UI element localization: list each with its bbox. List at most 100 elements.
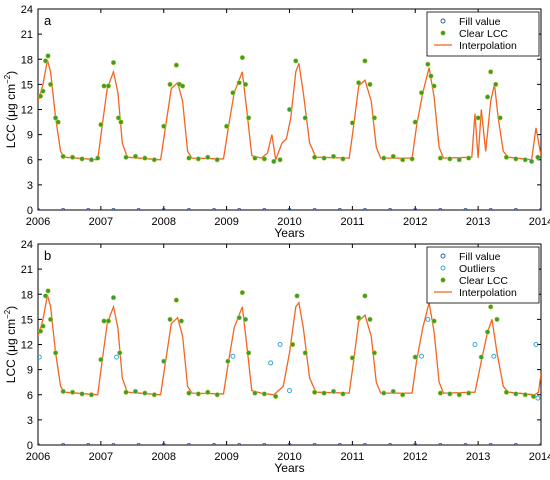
clear-lcc-point	[340, 391, 346, 397]
clear-lcc-point	[101, 318, 107, 324]
clear-lcc-point	[418, 90, 425, 96]
clear-lcc-point	[239, 54, 245, 61]
fill-value-point	[463, 208, 468, 210]
clear-lcc-point	[53, 115, 59, 121]
clear-lcc-point	[497, 115, 503, 121]
clear-lcc-point	[205, 154, 211, 160]
fill-value-point	[212, 208, 217, 210]
y-tick-label: 0	[27, 205, 33, 217]
clear-lcc-point	[503, 154, 510, 160]
clear-lcc-point	[40, 323, 46, 329]
legend-key-fill-value	[440, 18, 446, 24]
y-axis-label-close: )	[4, 306, 18, 310]
clear-lcc-point	[45, 53, 51, 59]
clear-lcc-point	[195, 156, 201, 162]
x-tick-label: 2006	[26, 451, 50, 463]
clear-lcc-point	[178, 318, 184, 324]
clear-lcc-point	[290, 341, 296, 348]
clear-lcc-point	[330, 153, 337, 159]
fill-value-point	[136, 208, 141, 210]
clear-lcc-point	[349, 355, 355, 361]
x-tick-label: 2013	[466, 216, 490, 228]
clear-lcc-point	[330, 388, 337, 395]
legend-key-clear-lcc	[440, 30, 446, 36]
clear-lcc-point	[98, 356, 104, 363]
clear-lcc-point	[456, 392, 462, 398]
clear-lcc-point	[294, 293, 300, 299]
clear-lcc-point	[79, 156, 85, 162]
clear-lcc-point	[277, 157, 283, 163]
y-tick-label: 12	[21, 105, 33, 117]
chart-panel-a: 2006 2007 2008 2009 2010 2011 2012 2013 2014 0 3 6 9…	[3, 4, 550, 240]
clear-lcc-point	[252, 390, 258, 396]
clear-lcc-point	[409, 156, 415, 162]
clear-lcc-point	[484, 329, 491, 335]
clear-lcc-point	[362, 293, 368, 299]
x-tick-label: 2011	[341, 451, 365, 463]
clear-lcc-point	[456, 157, 462, 163]
x-tick-label: 2007	[89, 216, 113, 228]
fill-value-point	[212, 443, 217, 445]
y-tick-label: 15	[21, 79, 33, 91]
clear-lcc-point	[225, 358, 231, 364]
y-tick-label: 21	[21, 29, 33, 41]
clear-lcc-point	[98, 121, 104, 128]
fill-value-point	[186, 208, 191, 210]
fill-value-point	[38, 443, 40, 445]
clear-lcc-point	[105, 83, 112, 89]
clear-lcc-point	[105, 318, 112, 324]
fill-value-point	[463, 443, 468, 445]
y-tick-label: 0	[27, 440, 33, 452]
clear-lcc-point	[60, 153, 66, 159]
y-tick-label: 12	[21, 340, 33, 352]
legend-label: Clear LCC	[459, 28, 508, 40]
clear-lcc-point	[431, 83, 437, 89]
y-tick-label: 15	[21, 314, 33, 326]
chart-panel-b: 2006 2007 2008 2009 2010 2011 2012 2013 2014 0 3 6 9…	[3, 239, 550, 475]
x-tick-label: 2010	[277, 216, 301, 228]
clear-lcc-point	[312, 389, 318, 395]
clear-lcc-point	[475, 115, 481, 121]
outlier-point	[419, 353, 425, 359]
fill-value-point	[61, 443, 66, 445]
clear-lcc-point	[478, 354, 484, 360]
clear-lcc-point	[38, 328, 44, 334]
clear-lcc-point	[513, 156, 519, 162]
outlier-point	[268, 360, 274, 366]
y-tick-label: 6	[27, 155, 33, 167]
y-axis-label-main: LCC (μg cm	[4, 319, 18, 383]
x-tick-label: 2014	[529, 216, 550, 228]
clear-lcc-point	[142, 390, 148, 396]
x-tick-label: 2009	[214, 216, 238, 228]
fill-value-point	[287, 208, 292, 210]
outlier-point	[277, 342, 283, 347]
clear-lcc-point	[110, 59, 117, 66]
fill-value-point	[388, 208, 393, 210]
x-tick-label: 2008	[152, 451, 176, 463]
outlier-point	[472, 342, 478, 347]
clear-lcc-point	[110, 295, 117, 301]
clear-lcc-point	[161, 358, 167, 364]
outlier-point	[230, 353, 236, 359]
fill-value-point	[337, 443, 342, 445]
clear-lcc-point	[38, 93, 44, 99]
clear-lcc-point	[273, 393, 279, 400]
clear-lcc-point	[224, 123, 230, 129]
legend-label: Outliers	[459, 263, 495, 275]
legend-box	[426, 246, 540, 304]
clear-lcc-point	[293, 58, 299, 64]
x-tick-label: 2007	[89, 451, 113, 463]
clear-lcc-point	[186, 155, 192, 161]
fill-value-point	[262, 208, 267, 210]
clear-lcc-point	[412, 354, 418, 360]
clear-lcc-point	[493, 81, 499, 87]
clear-lcc-point	[466, 155, 472, 161]
fill-value-point	[388, 443, 393, 445]
fill-value-point	[362, 443, 367, 445]
fill-value-point	[61, 208, 66, 210]
legend-label: Interpolation	[459, 287, 517, 299]
clear-lcc-point	[447, 391, 453, 397]
y-axis-label-sup: −2	[3, 309, 12, 319]
clear-lcc-point	[371, 115, 377, 121]
